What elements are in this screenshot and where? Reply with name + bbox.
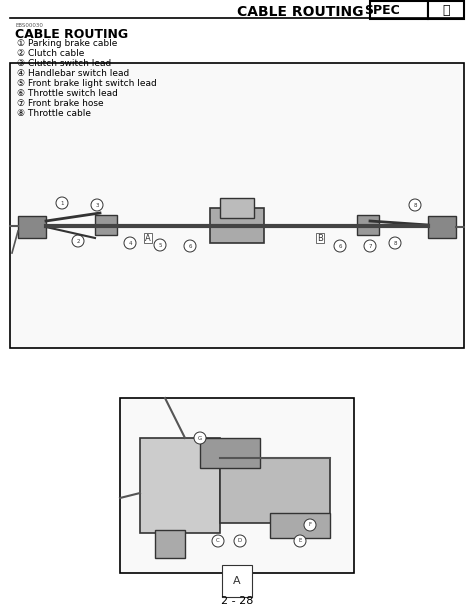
Text: ② Clutch cable: ② Clutch cable [17,48,84,58]
Circle shape [364,240,376,252]
Text: D: D [238,538,242,544]
Bar [140,438,220,533]
Circle shape [91,199,103,211]
Circle shape [212,535,224,547]
Text: B: B [317,234,323,243]
Text: 🔑: 🔑 [442,4,450,17]
Text: EBS00030: EBS00030 [15,23,43,28]
Circle shape [184,240,196,252]
Text: 8: 8 [413,202,417,207]
Text: ⑥ Throttle switch lead: ⑥ Throttle switch lead [17,88,118,97]
Text: CABLE ROUTING: CABLE ROUTING [237,5,363,19]
Text: G: G [198,435,202,441]
Circle shape [294,535,306,547]
Circle shape [56,197,68,209]
Bar [95,215,117,235]
Circle shape [389,237,401,249]
Bar [270,513,330,538]
FancyBboxPatch shape [370,1,428,19]
Bar [10,63,464,348]
FancyBboxPatch shape [428,1,464,19]
Bar [18,216,46,238]
Bar [220,458,330,523]
Text: E: E [298,538,301,544]
Bar [210,208,264,243]
Bar [120,398,354,573]
Text: A: A [233,576,241,586]
Circle shape [304,519,316,531]
Circle shape [154,239,166,251]
Bar [357,215,379,235]
Circle shape [124,237,136,249]
Bar [220,198,254,218]
Circle shape [409,199,421,211]
Circle shape [234,535,246,547]
Circle shape [194,432,206,444]
Bar [200,438,260,468]
Text: A: A [145,234,151,243]
Text: SPEC: SPEC [364,4,400,17]
Text: ⑦ Front brake hose: ⑦ Front brake hose [17,99,104,107]
Text: 3: 3 [95,202,99,207]
Text: ④ Handlebar switch lead: ④ Handlebar switch lead [17,69,129,77]
Text: ⑧ Throttle cable: ⑧ Throttle cable [17,109,91,118]
Text: ③ Clutch switch lead: ③ Clutch switch lead [17,58,111,67]
Bar [155,530,185,558]
Text: 4: 4 [128,240,132,245]
Bar [428,216,456,238]
Text: C: C [216,538,220,544]
Text: 5: 5 [158,243,162,248]
Text: 6: 6 [188,243,192,248]
Text: 2: 2 [76,238,80,243]
Text: 8: 8 [393,240,397,245]
Text: 2 - 28: 2 - 28 [221,596,253,606]
Text: ⑤ Front brake light switch lead: ⑤ Front brake light switch lead [17,78,157,88]
Text: 7: 7 [368,243,372,248]
Text: F: F [309,522,311,528]
Text: CABLE ROUTING: CABLE ROUTING [15,28,128,40]
Text: 1: 1 [60,200,64,205]
Text: ① Parking brake cable: ① Parking brake cable [17,39,118,47]
Circle shape [72,235,84,247]
Circle shape [334,240,346,252]
Text: 6: 6 [338,243,342,248]
